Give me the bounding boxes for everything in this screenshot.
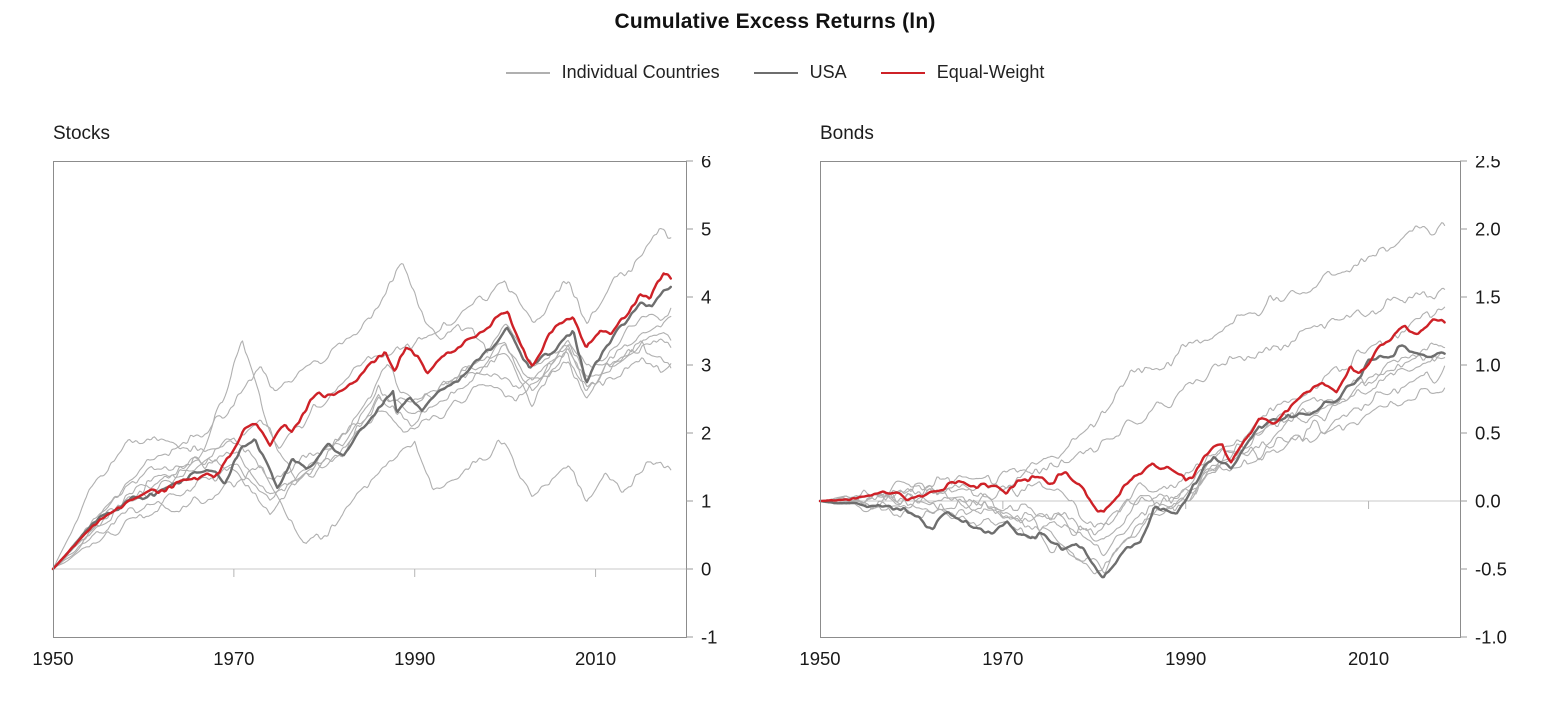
series-line-country-2	[819, 287, 1446, 502]
legend-item-equal-weight: Equal-Weight	[880, 62, 1045, 83]
y-tick-label: -1	[701, 627, 717, 648]
bonds-chart-svg: 2.5 2.0 1.5 1.0 0.5 0.0 -0.5 -1.0 1950 1970 1990 20…	[799, 156, 1507, 669]
series-line-country-3	[819, 306, 1446, 528]
legend-item-individual-countries: Individual Countries	[505, 62, 720, 83]
legend-label: Equal-Weight	[936, 62, 1045, 82]
x-tick-label: 1970	[213, 648, 254, 669]
y-tick-label: 0.5	[1475, 423, 1501, 444]
stocks-panel-title: Stocks	[53, 123, 111, 144]
series-line-country-7	[52, 338, 672, 570]
y-tick-label: 1	[701, 491, 711, 512]
legend: Individual Countries USA Equal-Weight	[0, 62, 1550, 83]
plot-frame	[820, 161, 1461, 638]
usa-line-swatch	[753, 71, 798, 74]
y-tick-label: 1.5	[1475, 287, 1501, 308]
series-line-equal-weight	[51, 272, 672, 571]
stocks-panel: Stocks 6 5 4 3 2 1 0 -1 1950 1970 1990 2010	[29, 122, 748, 686]
series-line-country-6	[819, 365, 1446, 542]
x-tick-label: 1950	[32, 648, 73, 669]
y-tick-label: -0.5	[1475, 559, 1507, 580]
bonds-panel-title: Bonds	[820, 123, 874, 144]
y-tick-label: 2	[701, 423, 711, 444]
series-line-usa	[51, 285, 672, 571]
y-tick-label: 2.0	[1475, 219, 1501, 240]
equal-weight-line-swatch	[880, 71, 925, 74]
y-tick-label: 5	[701, 219, 711, 240]
series-line-country-1	[819, 222, 1446, 504]
series-line-country-8	[819, 351, 1446, 575]
legend-label: Individual Countries	[561, 62, 720, 82]
series-line-country-4	[819, 342, 1446, 557]
y-tick-label: 3	[701, 355, 711, 376]
series-line-usa	[818, 344, 1446, 579]
y-tick-label: 0	[701, 559, 711, 580]
y-tick-label: 0.0	[1475, 491, 1501, 512]
series-line-country-1	[52, 227, 672, 570]
plot-frame	[53, 161, 687, 638]
x-tick-label: 2010	[1348, 648, 1389, 669]
stocks-chart-svg: 6 5 4 3 2 1 0 -1 1950 1970 1990 2010	[32, 156, 717, 669]
x-tick-label: 1970	[982, 648, 1023, 669]
y-tick-label: 6	[701, 156, 711, 172]
series-line-equal-weight	[818, 318, 1446, 513]
series-line-country-4	[52, 332, 672, 570]
x-tick-label: 2010	[575, 648, 616, 669]
y-tick-label: 2.5	[1475, 156, 1501, 172]
series-line-country-7	[819, 387, 1446, 536]
y-tick-label: -1.0	[1475, 627, 1507, 648]
series-line-country-5	[52, 307, 672, 570]
series-line-country-8	[52, 357, 672, 570]
individual-countries-line-swatch	[505, 71, 550, 74]
legend-label: USA	[809, 62, 847, 82]
x-tick-label: 1990	[1165, 648, 1206, 669]
series-line-country-6	[52, 315, 672, 570]
series-line-country-5	[819, 355, 1446, 574]
bonds-panel: Bonds 2.5 2.0 1.5 1.0 0.5 0.0 -0.5 -1.0 1950 1970…	[796, 122, 1544, 686]
y-tick-label: 4	[701, 287, 711, 308]
series-line-country-3	[52, 439, 672, 570]
series-line-country-2	[52, 263, 672, 570]
chart-title: Cumulative Excess Returns (ln)	[614, 10, 936, 33]
x-tick-label: 1990	[394, 648, 435, 669]
legend-item-usa: USA	[753, 62, 847, 83]
x-tick-label: 1950	[799, 648, 840, 669]
y-tick-label: 1.0	[1475, 355, 1501, 376]
